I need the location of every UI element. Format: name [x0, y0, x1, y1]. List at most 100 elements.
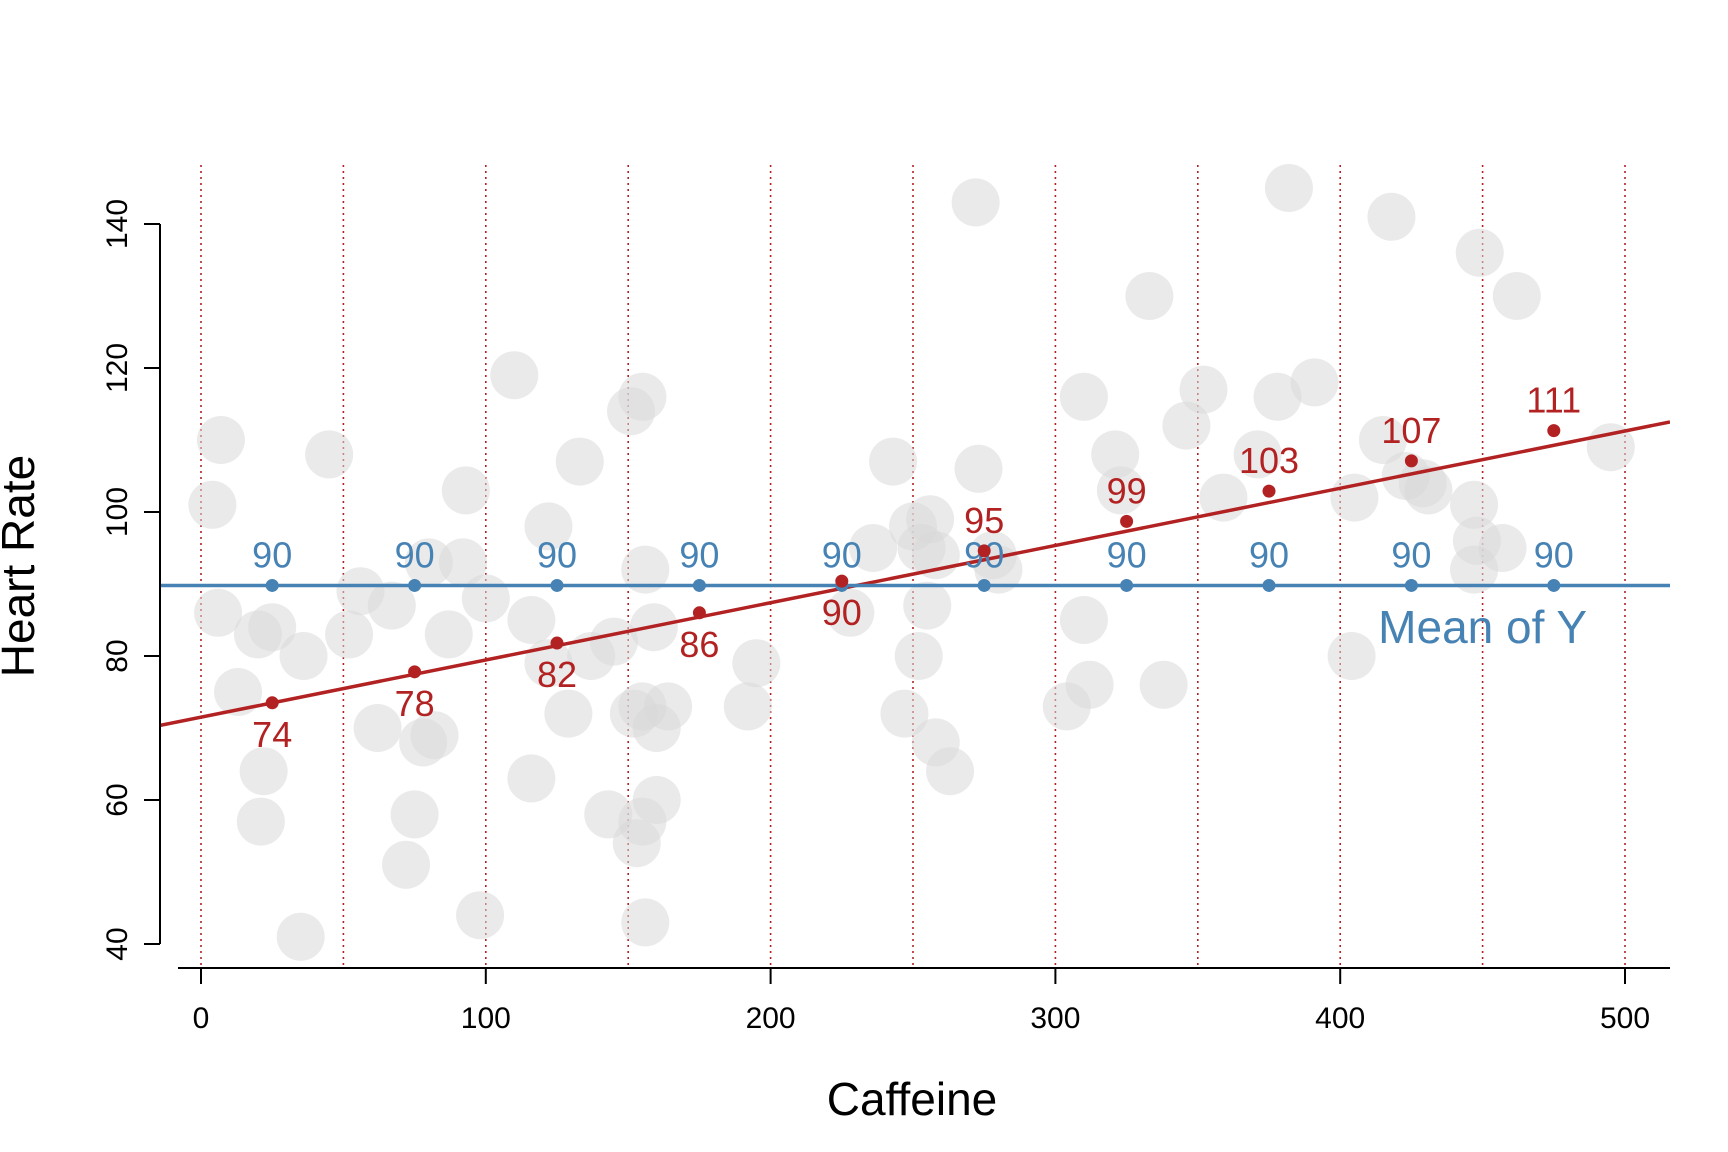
scatter-point [461, 574, 510, 623]
scatter-point [621, 545, 670, 594]
scatter-point [1059, 596, 1108, 644]
scatter-point [1091, 430, 1140, 479]
scatter-point [424, 610, 473, 659]
scatter-point [507, 754, 556, 803]
regression-marker [265, 696, 279, 710]
regression-marker [1262, 484, 1276, 498]
scatter-point [732, 639, 781, 688]
mean-value-label: 90 [1391, 534, 1431, 575]
scatter-point [894, 632, 943, 680]
regression-value-label: 78 [395, 683, 435, 724]
scatter-point [869, 437, 918, 486]
regression-marker [977, 544, 991, 558]
mean-value-label: 90 [1249, 534, 1289, 575]
mean-marker [1120, 578, 1134, 592]
scatter-point [644, 682, 693, 731]
scatter-point [1162, 401, 1211, 450]
y-tick-label: 100 [101, 487, 134, 537]
scatter-point [1065, 660, 1114, 709]
mean-value-label: 90 [822, 534, 862, 575]
scatter-point [507, 596, 556, 644]
regression-value-label: 103 [1239, 440, 1299, 481]
mean-marker [977, 578, 991, 592]
y-axis-title: Heart Rate [0, 455, 44, 677]
scatter-point [555, 437, 604, 486]
x-tick-label: 500 [1600, 1002, 1650, 1035]
scatter-point [439, 538, 488, 587]
scatter-point [404, 538, 453, 587]
scatter-point [954, 444, 1003, 493]
scatter-point [1253, 372, 1302, 421]
regression-marker [1120, 514, 1134, 528]
y-tick-label: 80 [101, 639, 134, 672]
scatter-point [618, 372, 667, 421]
mean-marker [1547, 578, 1561, 592]
scatter-point [214, 668, 263, 716]
scatter-point [1327, 632, 1376, 680]
scatter-point [903, 581, 952, 630]
scatter-point [456, 891, 505, 940]
scatter-point [1404, 466, 1453, 515]
scatter-point [524, 502, 573, 551]
scatter-points [188, 164, 1635, 961]
scatter-point [367, 581, 416, 630]
scatter-point [1358, 416, 1407, 464]
regression-value-label: 99 [1107, 470, 1147, 511]
scatter-point [1367, 192, 1416, 241]
mean-marker [1404, 578, 1418, 592]
mean-value-label: 90 [679, 534, 719, 575]
regression-value-label: 82 [537, 654, 577, 695]
scatter-point [490, 351, 539, 400]
scatter-point [1233, 430, 1282, 479]
scatter-point [279, 632, 328, 680]
regression-value-label: 90 [822, 592, 862, 633]
scatter-point [1179, 365, 1228, 414]
regression-value-label: 111 [1526, 380, 1581, 421]
scatter-point [849, 524, 898, 572]
scatter-point [353, 704, 402, 752]
mean-value-label: 90 [1107, 534, 1147, 575]
y-tick-label: 120 [101, 343, 134, 393]
scatter-point [1478, 524, 1527, 572]
scatter-point [1492, 272, 1541, 320]
scatter-point [926, 747, 975, 796]
scatter-point [632, 776, 681, 824]
x-tick-label: 0 [193, 1002, 210, 1035]
mean-marker [550, 578, 564, 592]
y-tick-label: 40 [101, 927, 134, 960]
regression-value-label: 107 [1381, 410, 1441, 451]
scatter-point [410, 711, 459, 760]
scatter-point [325, 610, 374, 659]
scatter-point [194, 588, 243, 637]
scatter-point [382, 840, 431, 889]
mean-of-y-label: Mean of Y [1378, 601, 1587, 653]
scatter-point [621, 898, 670, 947]
regression-value-label: 86 [679, 624, 719, 665]
scatter-point [1139, 660, 1188, 709]
scatter-point [248, 603, 297, 652]
regression-marker [692, 606, 706, 620]
scatter-point [1059, 372, 1108, 421]
regression-value-label: 95 [964, 500, 1004, 541]
mean-marker [692, 578, 706, 592]
x-tick-label: 100 [461, 1002, 511, 1035]
scatter-point [1290, 358, 1339, 407]
regression-marker [550, 636, 564, 650]
x-tick-label: 300 [1030, 1002, 1080, 1035]
regression-value-label: 74 [252, 714, 292, 755]
mean-marker [265, 578, 279, 592]
x-tick-label: 400 [1315, 1002, 1365, 1035]
scatter-point [1125, 272, 1174, 320]
scatter-point [589, 617, 638, 666]
scatter-point [196, 416, 245, 464]
scatter-point [544, 689, 593, 738]
x-axis-title: Caffeine [827, 1073, 998, 1125]
x-tick-label: 200 [746, 1002, 796, 1035]
y-tick-label: 60 [101, 783, 134, 816]
scatter-point [441, 466, 490, 515]
scatter-point [1096, 466, 1145, 515]
scatter-point [826, 588, 875, 637]
scatter-point [723, 682, 772, 731]
regression-marker [408, 665, 422, 679]
